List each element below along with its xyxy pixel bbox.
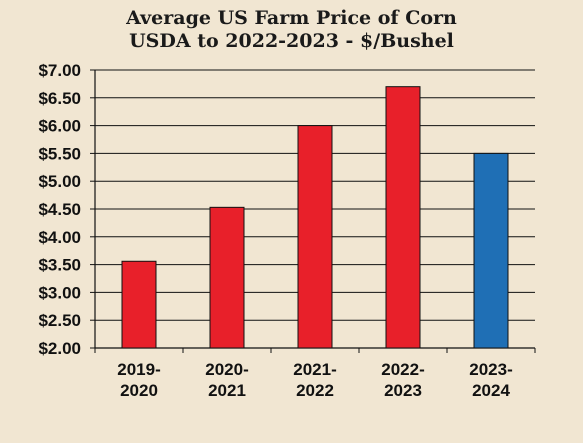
x-tick-label: 2022 bbox=[296, 381, 334, 400]
x-tick-label: 2023 bbox=[384, 381, 422, 400]
x-tick-label: 2024 bbox=[472, 381, 510, 400]
bar bbox=[297, 125, 333, 349]
y-tick-label: $7.00 bbox=[38, 61, 81, 80]
x-tick-label: 2022- bbox=[381, 360, 424, 379]
y-tick-label: $4.50 bbox=[38, 200, 81, 219]
bar bbox=[209, 206, 245, 349]
x-tick-label: 2019- bbox=[117, 360, 160, 379]
y-tick-label: $3.50 bbox=[38, 256, 81, 275]
y-tick-label: $5.50 bbox=[38, 144, 81, 163]
y-tick-label: $6.00 bbox=[38, 117, 81, 136]
bar bbox=[385, 86, 421, 349]
y-tick-label: $6.50 bbox=[38, 89, 81, 108]
bar bbox=[473, 152, 509, 349]
x-tick-label: 2023- bbox=[469, 360, 512, 379]
y-tick-label: $4.00 bbox=[38, 228, 81, 247]
x-tick-label: 2021 bbox=[208, 381, 246, 400]
y-tick-label: $3.00 bbox=[38, 283, 81, 302]
chart-title: Average US Farm Price of Corn bbox=[126, 7, 457, 29]
bar bbox=[121, 260, 157, 349]
x-tick-label: 2021- bbox=[293, 360, 336, 379]
y-tick-label: $2.00 bbox=[38, 339, 81, 358]
x-tick-label: 2020- bbox=[205, 360, 248, 379]
x-tick-label: 2020 bbox=[120, 381, 158, 400]
y-tick-label: $5.00 bbox=[38, 172, 81, 191]
chart-subtitle: USDA to 2022-2023 - $/Bushel bbox=[129, 30, 454, 52]
y-tick-label: $2.50 bbox=[38, 311, 81, 330]
